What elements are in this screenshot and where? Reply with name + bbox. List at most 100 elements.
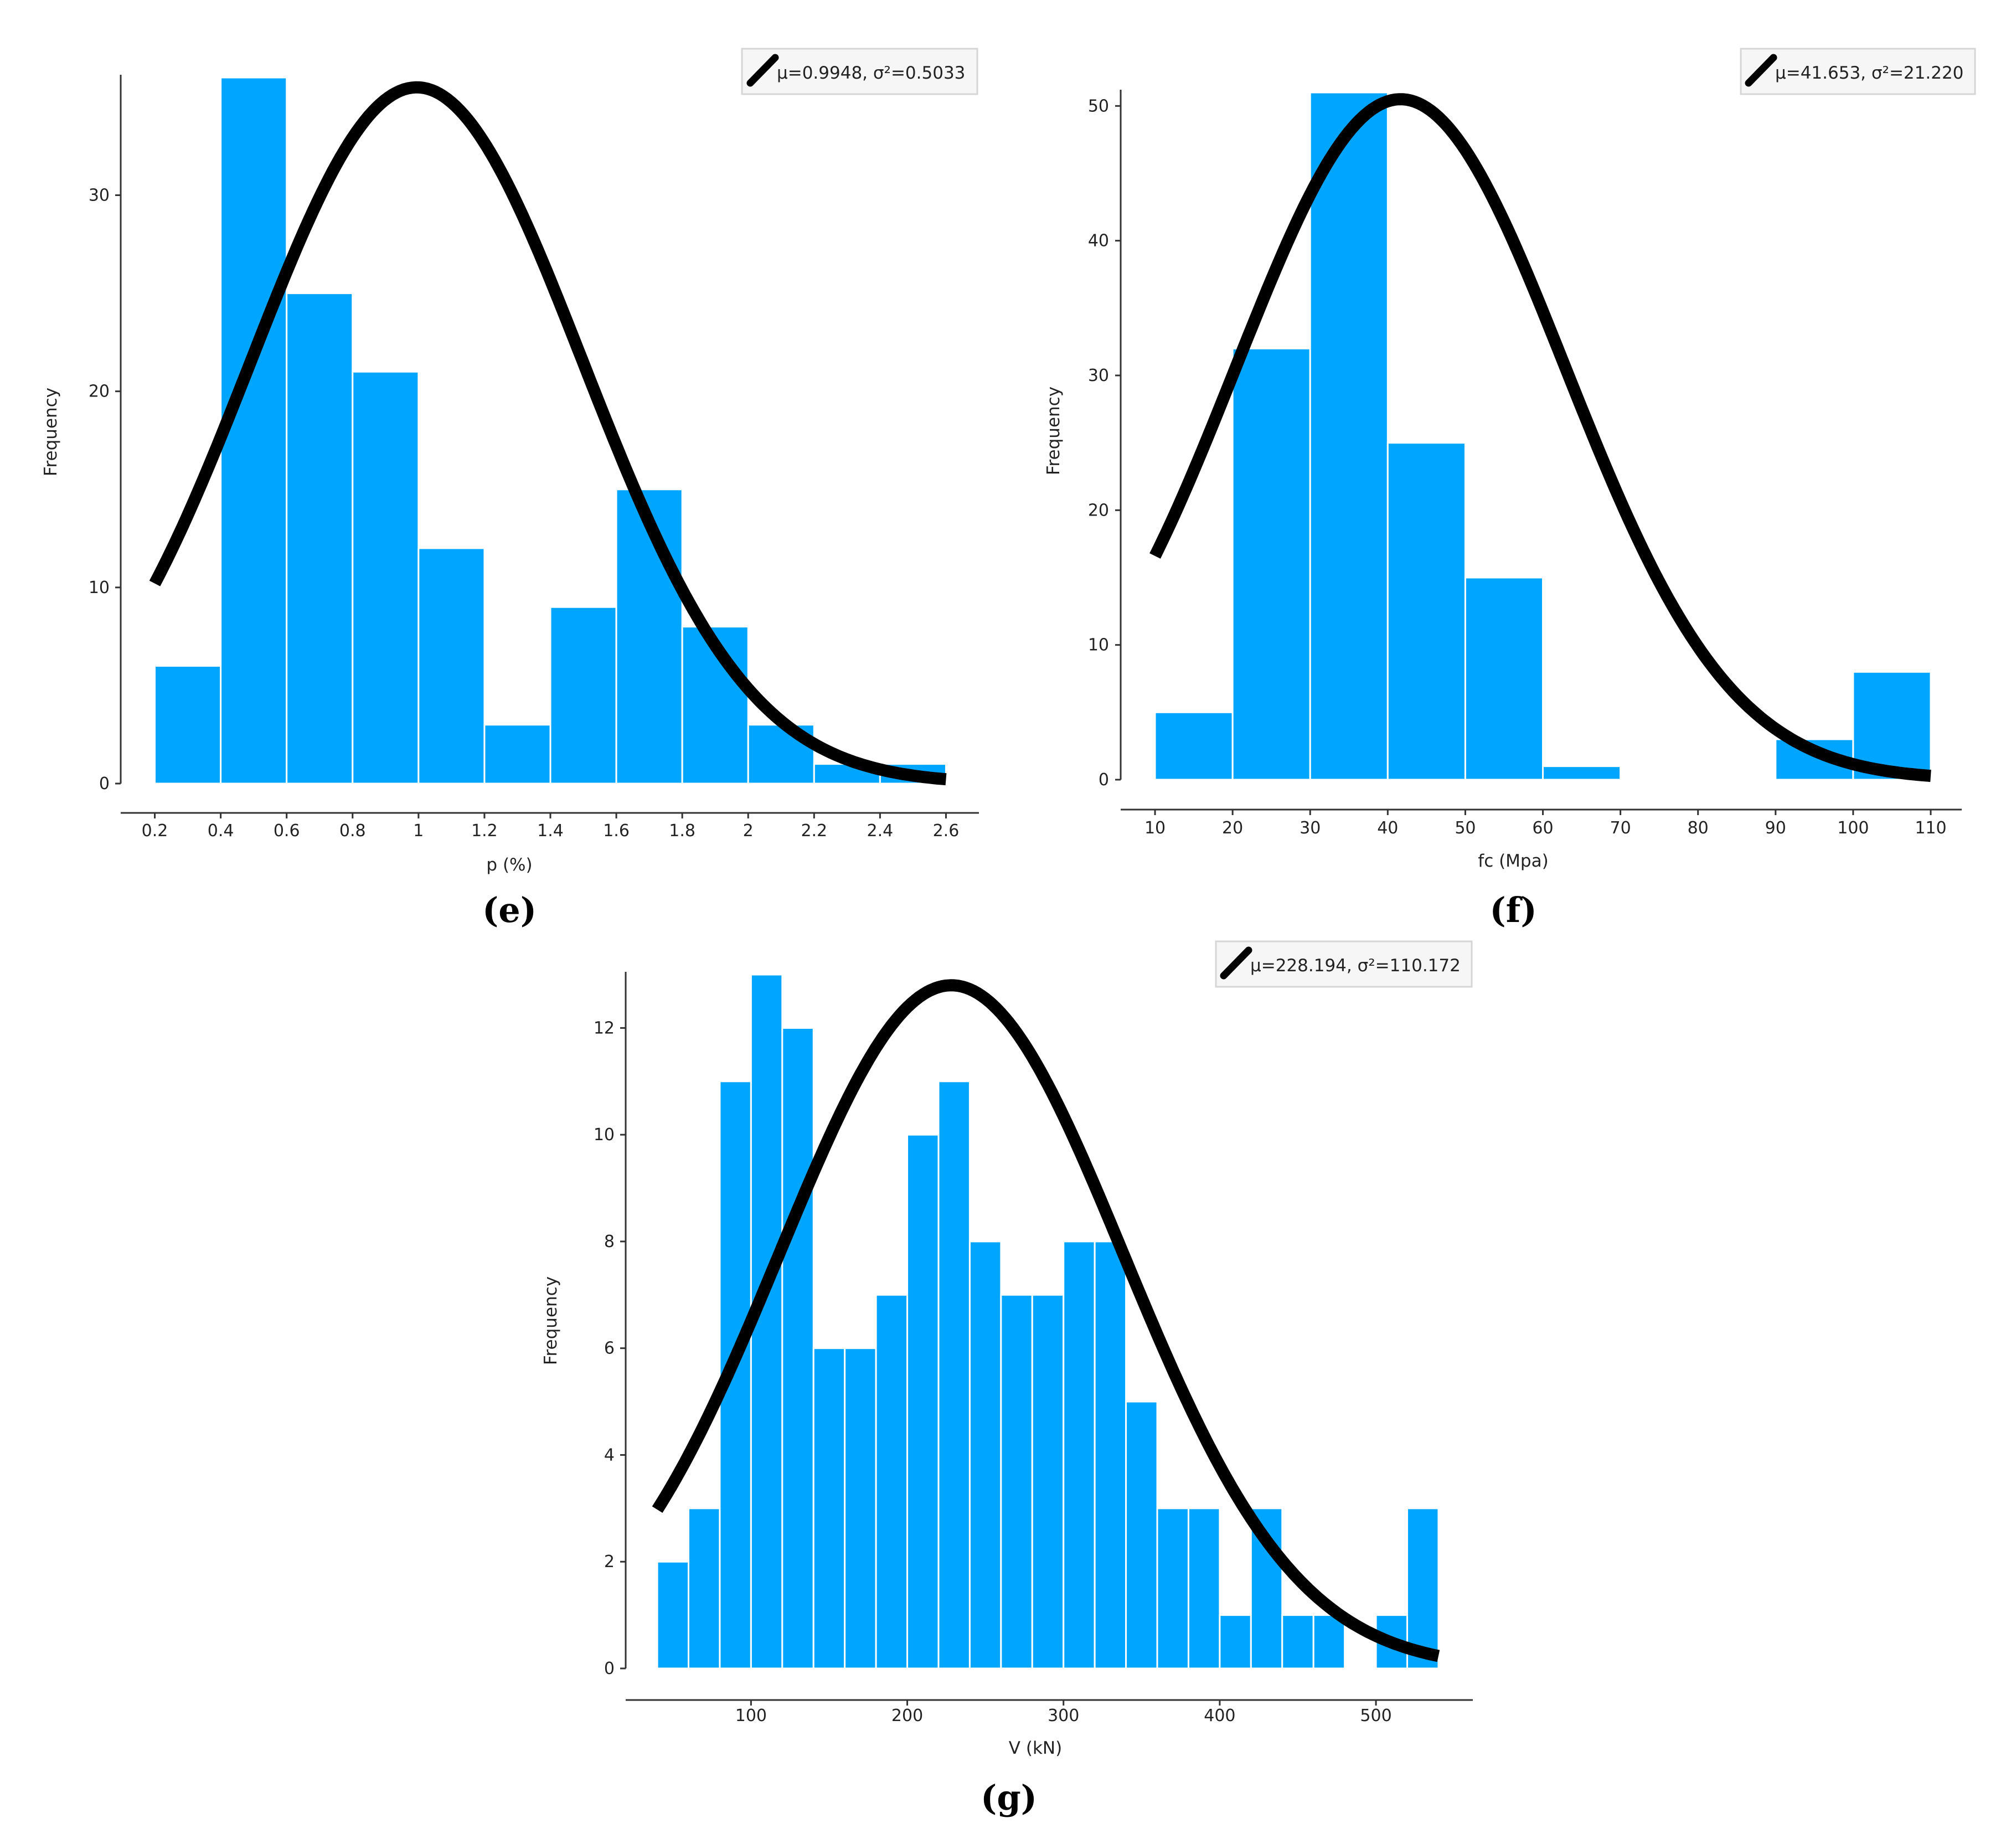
histogram-bar [1464, 576, 1544, 781]
axes-e [115, 75, 979, 818]
histogram-bar [286, 292, 354, 785]
histogram-bar [812, 1347, 846, 1670]
histogram-bar [549, 606, 617, 785]
panel-label-e: (e) [482, 890, 537, 930]
legend-box-e [741, 48, 978, 95]
histogram-bar [1406, 1507, 1440, 1670]
histogram-bar [1063, 1240, 1096, 1670]
tick-labels-g: 100 200 300 400 500 0 2 4 6 8 10 12 [594, 1018, 1392, 1725]
tick-labels-e: 0.2 0.4 0.6 0.8 1 1.2 1.4 1.6 1.8 2 2.2 2.4 2.6 0 10 20… [89, 186, 960, 841]
histogram-bar [1154, 711, 1234, 781]
x-tick-label: 1.2 [471, 821, 498, 841]
normal-fit-curve [652, 979, 1441, 1662]
histogram-bar [1031, 1294, 1065, 1670]
histogram-bar [1125, 1400, 1158, 1670]
x-tick-label: 90 [1765, 818, 1786, 838]
y-tick-label: 6 [604, 1339, 615, 1358]
histogram-bars-g [656, 973, 1440, 1670]
x-tick-label: 20 [1222, 818, 1243, 838]
legend-f: μ=41.653, σ²=21.220 [1740, 48, 1976, 95]
y-tick-label: 0 [604, 1659, 615, 1678]
histogram-bars-f [1154, 91, 1932, 781]
x-tick-label: 2.6 [933, 821, 960, 841]
histogram-bar [844, 1347, 877, 1670]
x-tick-label: 70 [1610, 818, 1631, 838]
y-tick-label: 10 [1088, 636, 1109, 655]
histogram-bar [220, 76, 288, 785]
x-tick-label: 10 [1144, 818, 1166, 838]
histogram-bar [1231, 347, 1311, 781]
normal-fit-f [1149, 93, 1933, 782]
histogram-bar [1542, 765, 1622, 781]
x-axis-title-e: p (%) [486, 855, 532, 875]
x-axis-title-g: V (kN) [1009, 1738, 1062, 1758]
histogram-bar [1386, 442, 1466, 781]
y-tick-label: 30 [1088, 366, 1109, 385]
legend-swatch-e [746, 54, 779, 87]
panel-label-f: (f) [1489, 890, 1537, 930]
y-tick-label: 0 [1099, 770, 1109, 790]
x-tick-label: 100 [1837, 818, 1869, 838]
x-tick-label: 110 [1915, 818, 1946, 838]
y-tick-label: 20 [89, 382, 110, 401]
x-tick-label: 1.8 [669, 821, 695, 841]
legend-text-e: μ=0.9948, σ²=0.5033 [777, 63, 965, 83]
histogram-bars-e [154, 76, 947, 785]
legend-text-f: μ=41.653, σ²=21.220 [1775, 63, 1963, 83]
x-tick-label: 400 [1204, 1706, 1235, 1725]
panel-label-g: (g) [981, 1778, 1037, 1818]
legend-box-g [1215, 940, 1473, 988]
x-tick-label: 2 [743, 821, 754, 841]
axes-f [1115, 90, 1962, 815]
x-tick-label: 60 [1532, 818, 1553, 838]
y-axis-title-e: Frequency [41, 388, 61, 476]
x-axis-title-f: fc (Mpa) [1478, 851, 1548, 871]
histogram-bar [906, 1134, 940, 1670]
x-tick-label: 1.6 [603, 821, 630, 841]
y-tick-label: 50 [1088, 96, 1109, 116]
histogram-bar [688, 1507, 721, 1670]
histogram-bar [968, 1240, 1002, 1670]
histogram-bar [656, 1560, 690, 1670]
y-axis-title-f: Frequency [1044, 387, 1064, 475]
y-tick-label: 30 [89, 186, 110, 205]
histogram-bar [781, 1027, 814, 1670]
x-tick-label: 1 [413, 821, 424, 841]
histogram-bar [615, 488, 683, 785]
x-tick-label: 300 [1048, 1706, 1079, 1725]
histogram-bar [1312, 1614, 1346, 1670]
x-tick-label: 30 [1300, 818, 1321, 838]
legend-e: μ=0.9948, σ²=0.5033 [741, 48, 978, 95]
histogram-bar [483, 724, 551, 785]
normal-fit-curve [149, 81, 948, 786]
y-axis-title-g: Frequency [541, 1276, 561, 1365]
y-tick-label: 10 [89, 578, 110, 597]
y-tick-label: 0 [99, 774, 110, 794]
x-tick-label: 0.8 [339, 821, 366, 841]
x-tick-label: 0.2 [142, 821, 168, 841]
tick-labels-f: 10 20 30 40 50 60 70 80 90 100 110 0 10 20 30 40 50 [1088, 96, 1947, 838]
histogram-bar [352, 370, 420, 785]
normal-fit-e [149, 81, 948, 786]
legend-text-g: μ=228.194, σ²=110.172 [1250, 956, 1461, 976]
y-tick-label: 12 [594, 1018, 615, 1038]
histogram-bar [1219, 1614, 1252, 1670]
histogram-bar [1094, 1240, 1127, 1670]
x-tick-label: 0.6 [274, 821, 300, 841]
y-tick-label: 20 [1088, 501, 1109, 520]
legend-swatch-g [1220, 946, 1252, 980]
axes-g [620, 972, 1473, 1706]
y-tick-label: 4 [604, 1445, 615, 1465]
normal-fit-curve [1149, 93, 1933, 782]
histogram-bar [937, 1080, 971, 1670]
x-tick-label: 200 [891, 1706, 923, 1725]
y-tick-label: 40 [1088, 231, 1109, 251]
histogram-bar [1156, 1507, 1189, 1670]
chart-panel-g: 100 200 300 400 500 0 2 4 6 8 10 12 V (kN) Frequenc… [541, 940, 1473, 1818]
normal-fit-g [652, 979, 1441, 1662]
x-tick-label: 500 [1360, 1706, 1391, 1725]
legend-swatch-f [1745, 54, 1777, 87]
histogram-bar [1281, 1614, 1314, 1670]
chart-panel-f: 10 20 30 40 50 60 70 80 90 100 110 0 10 20 30 40 50 fc (… [1044, 48, 1976, 930]
